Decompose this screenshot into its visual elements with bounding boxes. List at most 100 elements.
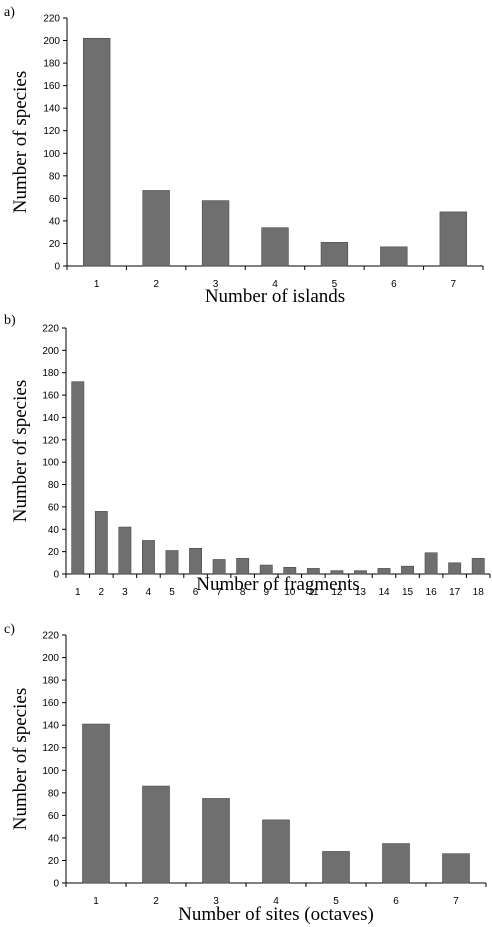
bar-b-17 (448, 562, 462, 575)
x-tick-label-b-17: 17 (449, 587, 461, 598)
bar-c-1 (82, 723, 110, 884)
y-tick-label-b-120: 120 (42, 435, 59, 446)
x-tick-label-b-2: 2 (99, 587, 105, 598)
chart-panel-a: a) 0 20 40 60 80 100 120 140 160 180 200 220 1 2 3 4 5 6 7 N… (0, 0, 492, 310)
bar-b-15 (401, 565, 414, 575)
x-tick-label-b-13: 13 (355, 587, 367, 598)
x-tick-label-a-7: 7 (451, 279, 457, 290)
y-tick-label-b-220: 220 (42, 324, 59, 335)
y-tick-label-a-0: 0 (54, 262, 60, 273)
y-tick-label-b-60: 60 (48, 502, 60, 513)
y-tick-label-a-160: 160 (43, 81, 60, 92)
x-tick-label-b-3: 3 (122, 587, 128, 598)
x-axis-title-a: Number of islands (205, 286, 345, 307)
x-tick-label-c-1: 1 (93, 896, 99, 907)
y-tick-label-c-20: 20 (48, 856, 60, 867)
y-tick-label-c-60: 60 (48, 811, 60, 822)
x-tick-label-a-4: 4 (272, 279, 278, 290)
chart-c-svg: c) 0 20 40 60 80 100 120 140 160 180 200 220 1 2 3 4 5 6 7 N… (4, 622, 487, 925)
y-axis-title-a: Number of species (10, 71, 31, 213)
y-tick-label-c-0: 0 (53, 879, 59, 890)
bar-b-12 (330, 570, 344, 575)
y-axis-title-c: Number of species (10, 688, 31, 830)
x-axis-title-c: Number of sites (octaves) (178, 904, 374, 925)
y-tick-label-a-180: 180 (43, 59, 60, 70)
x-tick-label-b-12: 12 (331, 587, 343, 598)
x-tick-label-b-7: 7 (216, 587, 222, 598)
bar-c-3 (202, 798, 230, 884)
x-tick-label-b-9: 9 (263, 587, 269, 598)
y-tick-label-a-100: 100 (43, 149, 60, 160)
y-tick-label-c-220: 220 (42, 631, 59, 642)
y-tick-label-c-200: 200 (42, 653, 59, 664)
y-tick-label-a-80: 80 (49, 171, 61, 182)
bar-b-1 (71, 381, 85, 575)
chart-panel-b: b) 0 20 40 60 80 100 120 140 160 180 200 220 1 2 3 4 5 6 7 8… (0, 310, 492, 618)
chart-a-svg: a) 0 20 40 60 80 100 120 140 160 180 200 220 1 2 3 4 5 6 7 N… (4, 5, 484, 307)
bar-b-9 (259, 564, 273, 575)
y-tick-label-a-140: 140 (43, 104, 60, 115)
y-tick-label-b-160: 160 (42, 391, 59, 402)
y-tick-label-b-200: 200 (42, 346, 59, 357)
bar-b-14 (377, 568, 391, 575)
bar-b-18 (471, 558, 485, 575)
x-tick-label-a-5: 5 (332, 279, 338, 290)
bar-b-8 (236, 558, 250, 575)
x-tick-label-b-1: 1 (75, 587, 81, 598)
bar-b-7 (212, 559, 226, 575)
bar-a-1 (83, 37, 111, 267)
bar-c-6 (382, 843, 410, 884)
y-tick-label-a-40: 40 (49, 216, 61, 227)
x-tick-label-c-5: 5 (333, 896, 339, 907)
bar-b-10 (283, 566, 297, 575)
bar-b-4 (142, 540, 155, 575)
y-tick-label-c-120: 120 (42, 743, 59, 754)
bar-c-2 (142, 785, 170, 884)
x-tick-label-b-15: 15 (402, 587, 414, 598)
x-tick-label-b-16: 16 (426, 587, 438, 598)
y-tick-label-b-0: 0 (53, 570, 59, 581)
y-tick-label-b-100: 100 (42, 458, 59, 469)
bar-a-3 (201, 200, 230, 267)
y-tick-label-a-60: 60 (49, 194, 61, 205)
x-tick-label-b-10: 10 (284, 587, 296, 598)
y-tick-label-a-20: 20 (49, 239, 61, 250)
y-tick-label-c-40: 40 (48, 833, 60, 844)
bar-c-4 (262, 819, 290, 884)
bar-b-5 (165, 550, 179, 575)
bar-a-5 (320, 242, 349, 267)
y-tick-label-b-180: 180 (42, 368, 59, 379)
x-tick-label-a-1: 1 (94, 279, 100, 290)
bar-c-7 (442, 853, 470, 884)
bar-a-6 (380, 246, 408, 267)
x-tick-label-b-11: 11 (308, 587, 319, 598)
x-tick-label-c-2: 2 (153, 896, 159, 907)
x-tick-label-b-5: 5 (169, 587, 175, 598)
y-tick-label-c-80: 80 (48, 788, 60, 799)
x-tick-label-b-6: 6 (193, 587, 199, 598)
x-tick-label-a-3: 3 (213, 279, 219, 290)
bar-a-4 (261, 227, 289, 267)
y-tick-label-c-140: 140 (42, 721, 59, 732)
y-tick-label-c-180: 180 (42, 676, 59, 687)
bar-a-7 (439, 211, 467, 267)
bar-b-3 (118, 526, 132, 575)
x-tick-label-c-4: 4 (273, 896, 279, 907)
x-tick-label-b-14: 14 (378, 587, 390, 598)
x-tick-label-b-8: 8 (240, 587, 246, 598)
bar-b-11 (306, 568, 320, 575)
x-axis-title-b: Number of fragments (196, 574, 360, 595)
panel-label-c: c) (4, 622, 15, 637)
y-tick-label-a-200: 200 (43, 36, 60, 47)
bar-b-6 (189, 547, 202, 575)
y-tick-label-b-140: 140 (42, 413, 59, 424)
y-tick-label-a-220: 220 (43, 14, 60, 25)
chart-panel-c: c) 0 20 40 60 80 100 120 140 160 180 200 220 1 2 3 4 5 6 7 N… (0, 618, 492, 927)
x-tick-label-c-7: 7 (453, 896, 459, 907)
x-tick-label-b-4: 4 (146, 587, 152, 598)
y-tick-label-c-100: 100 (42, 766, 59, 777)
bar-a-2 (142, 190, 170, 267)
x-tick-label-a-6: 6 (391, 279, 397, 290)
y-axis-title-b: Number of species (10, 380, 31, 522)
